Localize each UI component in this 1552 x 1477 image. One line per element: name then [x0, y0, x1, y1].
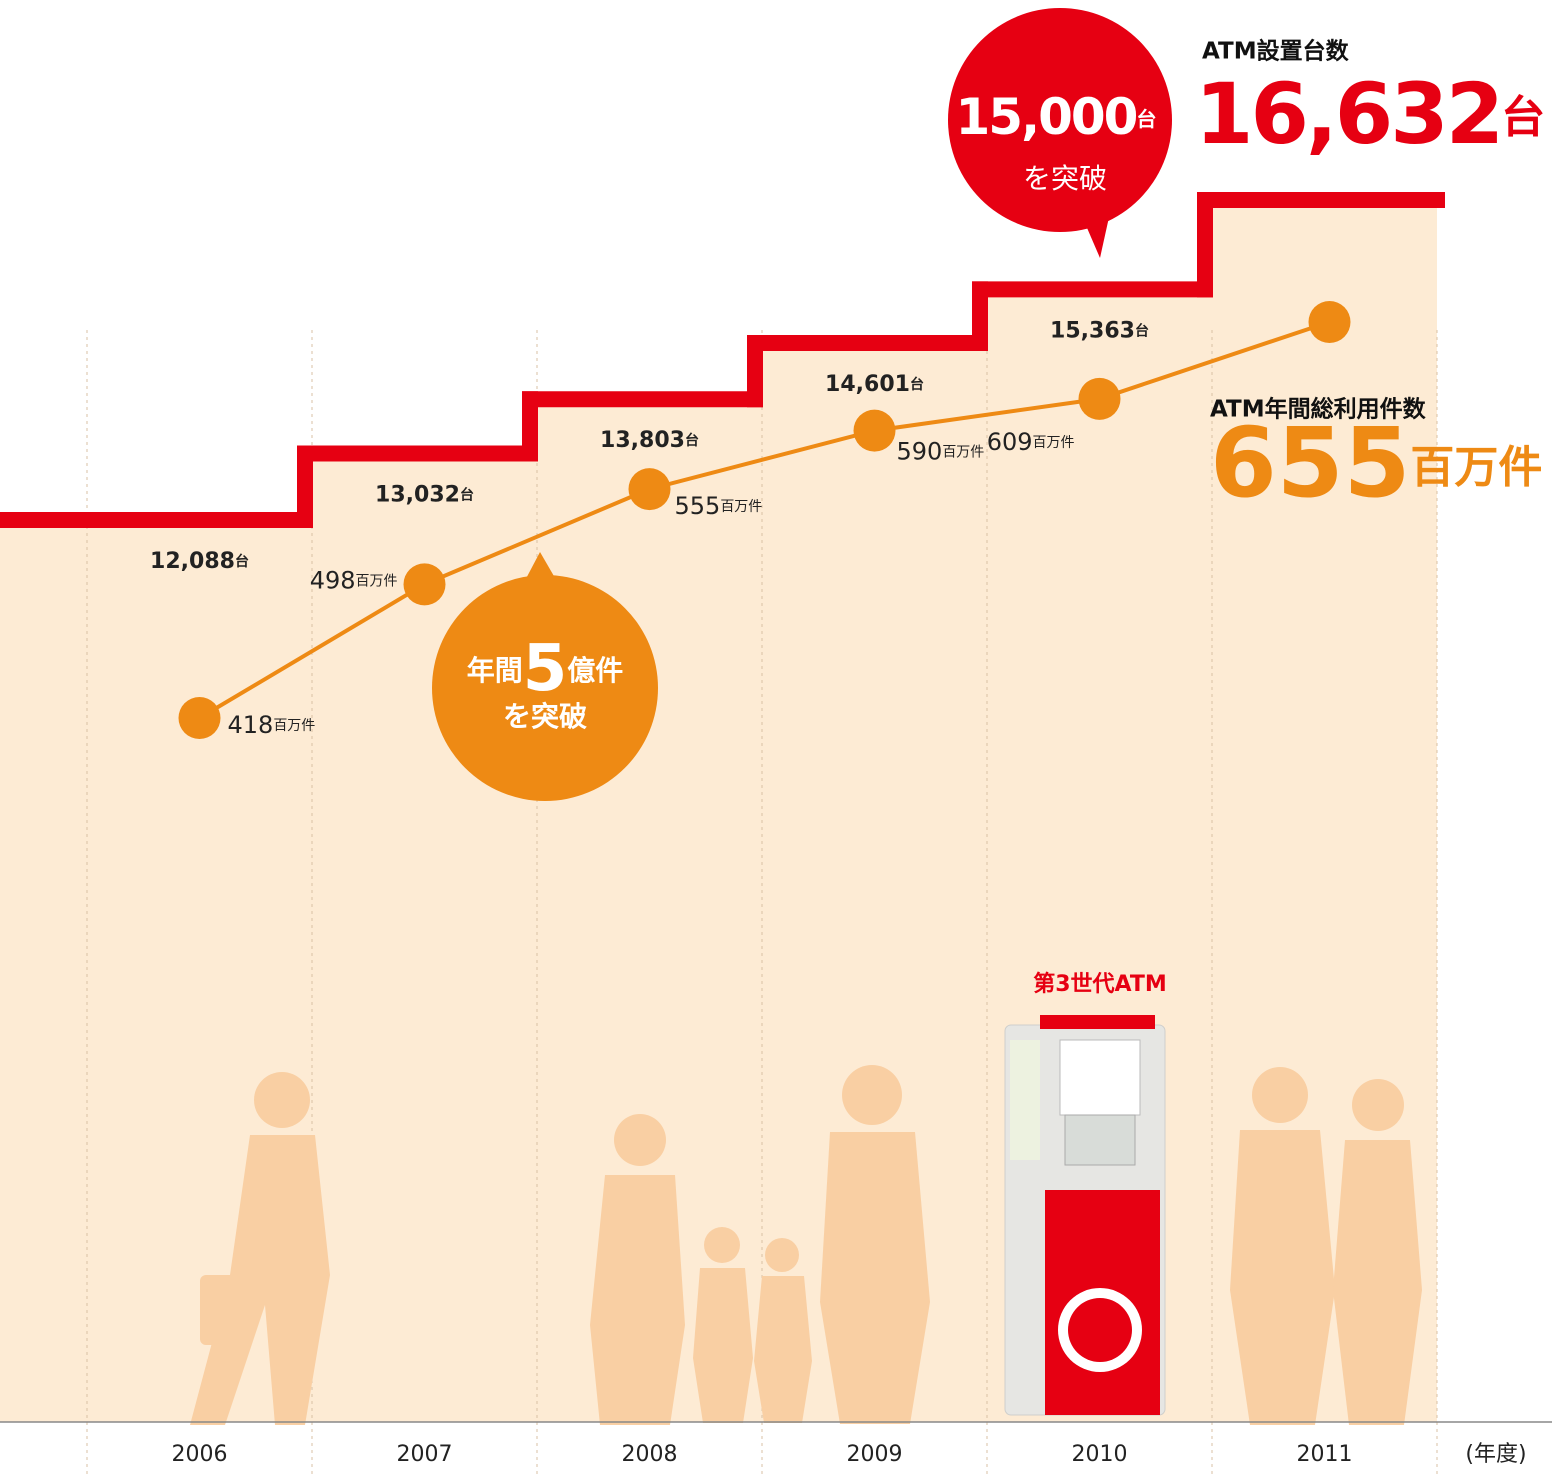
value-text: 418 — [228, 711, 274, 739]
usage-point — [1079, 378, 1121, 420]
value-label: 14,601台 — [825, 372, 924, 397]
value-text: 12,088 — [150, 549, 235, 574]
unit-text: 台 — [235, 553, 249, 570]
value-text: 13,803 — [600, 428, 685, 453]
chart: (年度) 第3世代ATM ATM設置台数 ATM年間総利用件数 12,088台1… — [0, 0, 1552, 1477]
value-text: 13,032 — [375, 482, 460, 507]
final-value: 655百万件 — [1210, 407, 1542, 519]
x-tick-label: 2011 — [1297, 1442, 1353, 1467]
callout-unit: 台 — [1136, 107, 1155, 131]
usage-point — [854, 410, 896, 452]
value-text: 498 — [310, 566, 356, 594]
unit-text: 台 — [1135, 322, 1149, 339]
unit-text: 百万件 — [720, 499, 762, 515]
value-text: 16,632 — [1195, 65, 1501, 163]
value-label: 13,032台 — [375, 482, 474, 507]
x-tick-label: 2010 — [1072, 1442, 1128, 1467]
x-axis-label: (年度) — [1465, 1442, 1526, 1467]
value-label: 12,088台 — [150, 549, 249, 574]
value-label: 15,363台 — [1050, 318, 1149, 343]
callout-text: を突破 — [1023, 162, 1107, 195]
unit-text: 百万件 — [273, 718, 315, 734]
unit-text: 台 — [910, 376, 924, 393]
x-tick-label: 2009 — [847, 1442, 903, 1467]
x-tick-label: 2007 — [397, 1442, 453, 1467]
callout-value: 5 — [523, 632, 568, 706]
unit-text: 台 — [460, 486, 474, 503]
value-label: 13,803台 — [600, 428, 699, 453]
callout-unit: 億件 — [567, 654, 623, 687]
unit-text: 台 — [685, 432, 699, 449]
callout-prefix: 年間 — [467, 654, 523, 687]
unit-text: 百万件 — [1033, 435, 1075, 451]
value-text: 15,363 — [1050, 318, 1135, 343]
unit-text: 百万件 — [1410, 442, 1542, 493]
atm-illustration — [1005, 1015, 1165, 1415]
unit-text: 百万件 — [356, 573, 398, 589]
usage-point — [404, 563, 446, 605]
image-label: 第3世代ATM — [1033, 971, 1167, 997]
value-text: 14,601 — [825, 372, 910, 397]
unit-text: 台 — [1501, 92, 1543, 143]
value-text: 655 — [1210, 407, 1410, 519]
value-text: 590 — [897, 438, 943, 466]
series-name: ATM設置台数 — [1202, 38, 1350, 65]
value-text: 555 — [675, 492, 721, 520]
usage-point — [1309, 301, 1351, 343]
unit-text: 百万件 — [942, 445, 984, 461]
x-tick-label: 2006 — [172, 1442, 228, 1467]
usage-point — [179, 697, 221, 739]
x-tick-label: 2008 — [622, 1442, 678, 1467]
callout-text: を突破 — [503, 700, 587, 733]
usage-point — [629, 468, 671, 510]
callout-text: 15,000台 — [956, 88, 1156, 146]
callout-value: 15,000 — [956, 88, 1137, 146]
value-text: 609 — [987, 428, 1033, 456]
final-value: 16,632台 — [1195, 65, 1543, 163]
